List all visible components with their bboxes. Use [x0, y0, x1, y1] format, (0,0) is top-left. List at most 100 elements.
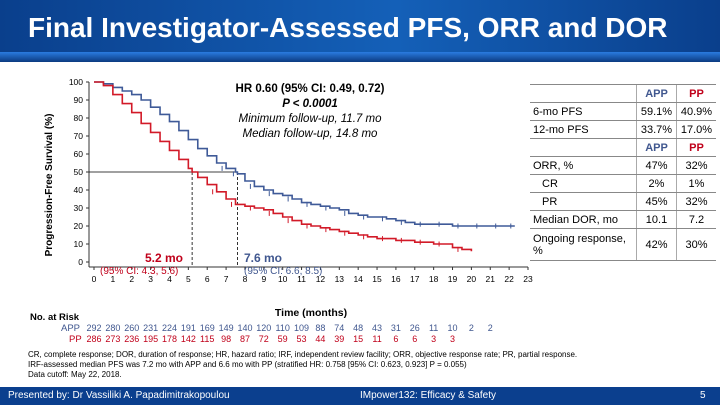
- pp-value: 1%: [676, 174, 716, 193]
- row-label: Median DOR, mo: [530, 210, 637, 229]
- table-row: Ongoing response, % 42% 30%: [530, 228, 716, 261]
- x-tick-label: 23: [523, 274, 533, 284]
- pp-value: 30%: [676, 228, 716, 261]
- risk-count: 6: [412, 334, 418, 344]
- x-tick-label: 11: [297, 274, 306, 284]
- risk-count: 43: [372, 323, 383, 333]
- y-tick-label: 40: [74, 185, 84, 195]
- slide-title: Final Investigator-Assessed PFS, ORR and…: [28, 12, 668, 43]
- app-value: 33.7%: [636, 120, 677, 139]
- results-header-pp: PP: [676, 138, 716, 157]
- results-header-app: APP: [636, 84, 677, 103]
- results-table: APP PP 6-mo PFS 59.1% 40.9% 12-mo PFS 33…: [530, 84, 716, 261]
- x-axis-label: Time (months): [275, 307, 347, 319]
- min-followup: Minimum follow-up, 11.7 mo: [238, 113, 382, 125]
- x-tick-label: 14: [353, 274, 363, 284]
- x-tick-label: 4: [167, 274, 172, 284]
- x-tick-label: 1: [111, 274, 116, 284]
- app-value: 2%: [636, 174, 677, 193]
- hazard-ratio-box: HR 0.60 (95% CI: 0.49, 0.72) P < 0.0001 …: [222, 82, 398, 142]
- risk-count: 292: [86, 323, 102, 333]
- y-tick-label: 0: [78, 257, 83, 267]
- p-value: P < 0.0001: [282, 98, 338, 110]
- chart-curves: [94, 81, 515, 252]
- x-tick-label: 10: [278, 274, 288, 284]
- title-bar-gloss: [0, 52, 720, 62]
- app-value: 47%: [636, 156, 677, 175]
- risk-count: 280: [105, 323, 121, 333]
- table-row: CR 2% 1%: [530, 174, 716, 193]
- footer-bar: Presented by: Dr Vassiliki A. Papadimitr…: [0, 387, 720, 405]
- risk-count: 26: [409, 323, 420, 333]
- pp-value: 17.0%: [676, 120, 716, 139]
- pp-median-label: 5.2 mo: [145, 251, 184, 265]
- y-tick-label: 30: [74, 203, 84, 213]
- x-tick-label: 15: [372, 274, 382, 284]
- row-label: 12-mo PFS: [530, 120, 637, 139]
- risk-count: 178: [161, 334, 177, 344]
- y-axis-label: Progression-Free Survival (%): [44, 114, 55, 257]
- risk-count: 59: [277, 334, 288, 344]
- risk-count: 88: [315, 323, 326, 333]
- footnote-1: CR, complete response; DOR, duration of …: [28, 350, 578, 359]
- x-tick-label: 3: [148, 274, 153, 284]
- risk-count: 260: [124, 323, 140, 333]
- x-tick-label: 9: [261, 274, 266, 284]
- footnotes: CR, complete response; DOR, duration of …: [28, 350, 708, 380]
- median-followup: Median follow-up, 14.8 mo: [242, 128, 378, 140]
- row-label: Ongoing response, %: [530, 228, 637, 261]
- x-tick-label: 12: [316, 274, 326, 284]
- risk-count: 39: [334, 334, 345, 344]
- risk-count: 169: [199, 323, 215, 333]
- risk-count: 3: [450, 334, 456, 344]
- y-tick-label: 60: [74, 149, 84, 159]
- risk-count: 149: [218, 323, 234, 333]
- app-value: 59.1%: [636, 102, 677, 121]
- risk-table-title: No. at Risk: [30, 312, 80, 323]
- results-header-row: APP PP: [530, 84, 716, 103]
- x-tick-label: 2: [129, 274, 134, 284]
- risk-count: 72: [258, 334, 269, 344]
- risk-row-label-app: APP: [61, 323, 81, 334]
- pp-value: 7.2: [676, 210, 716, 229]
- risk-count: 31: [390, 323, 401, 333]
- risk-count: 48: [353, 323, 364, 333]
- risk-count: 273: [105, 334, 121, 344]
- pp-median-ci: (95% CI: 4.3, 5.6): [100, 266, 179, 277]
- y-tick-label: 80: [74, 113, 84, 123]
- footnote-3: Data cutoff: May 22, 2018.: [28, 370, 122, 379]
- pp-value: 32%: [676, 192, 716, 211]
- risk-row-label-pp: PP: [69, 334, 82, 345]
- risk-count: 236: [124, 334, 140, 344]
- risk-count: 3: [431, 334, 437, 344]
- risk-count: 10: [447, 323, 458, 333]
- risk-count: 120: [256, 323, 272, 333]
- km-curve-app: [94, 81, 515, 227]
- risk-count: 98: [221, 334, 232, 344]
- x-tick-label: 22: [504, 274, 514, 284]
- y-tick-label: 70: [74, 131, 84, 141]
- row-label: 6-mo PFS: [530, 102, 637, 121]
- risk-count: 87: [239, 334, 250, 344]
- risk-count: 140: [237, 323, 253, 333]
- results-header-blank: [530, 84, 637, 103]
- table-row: 6-mo PFS 59.1% 40.9%: [530, 102, 716, 121]
- row-label: PR: [530, 192, 637, 211]
- x-tick-label: 6: [205, 274, 210, 284]
- x-tick-label: 20: [467, 274, 477, 284]
- risk-count: 11: [372, 334, 382, 344]
- risk-count: 74: [334, 323, 345, 333]
- x-tick-label: 18: [429, 274, 439, 284]
- x-tick-label: 5: [186, 274, 191, 284]
- x-tick-label: 8: [243, 274, 248, 284]
- risk-count: 15: [353, 334, 364, 344]
- y-tick-label: 10: [74, 239, 84, 249]
- footnote-2: IRF-assessed median PFS was 7.2 mo with …: [28, 360, 467, 369]
- risk-count: 195: [143, 334, 159, 344]
- y-tick-label: 20: [74, 221, 84, 231]
- table-row: Median DOR, mo 10.1 7.2: [530, 210, 716, 229]
- risk-count: 44: [315, 334, 326, 344]
- row-label: ORR, %: [530, 156, 637, 175]
- risk-count: 11: [428, 323, 439, 333]
